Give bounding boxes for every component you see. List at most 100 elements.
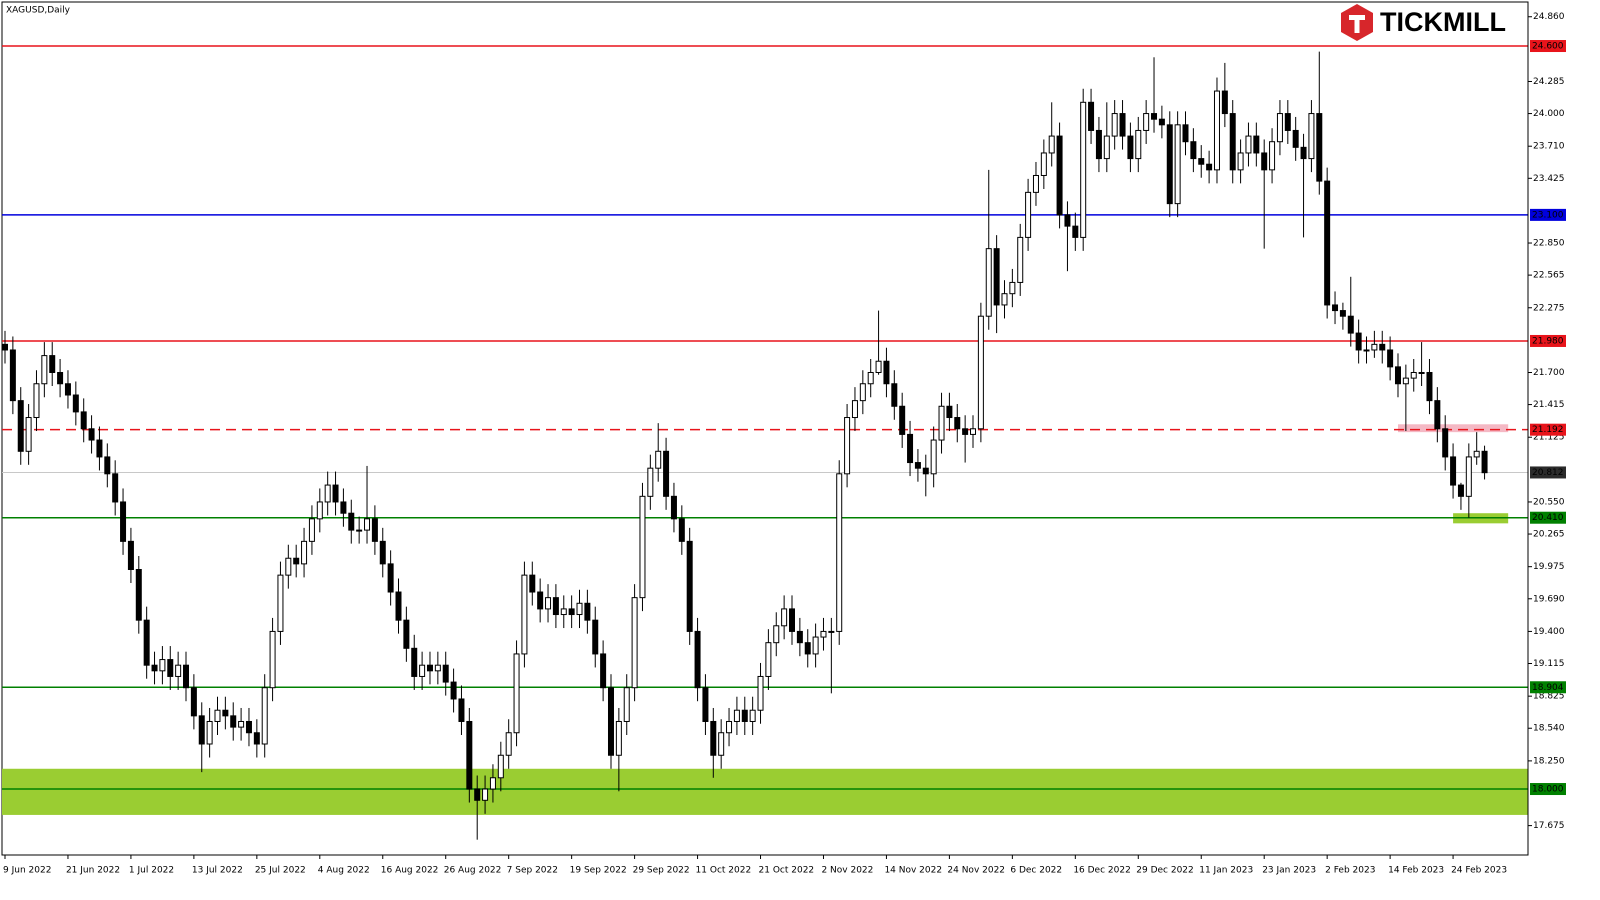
candle-body — [64, 383, 71, 396]
candle-body — [238, 720, 245, 728]
last-price-box — [1530, 466, 1566, 479]
candle-body — [222, 709, 229, 717]
candle-body — [1127, 135, 1134, 160]
candle-body — [41, 355, 48, 385]
candle-body — [80, 411, 87, 430]
candle-body — [930, 439, 937, 475]
candle-body — [529, 574, 536, 593]
y-tick-label: 18.825 — [1533, 692, 1565, 702]
candle-body — [1198, 158, 1205, 165]
x-tick-label: 7 Sep 2022 — [507, 866, 558, 876]
candle-body — [568, 608, 575, 616]
candle-body — [521, 574, 528, 655]
candle-body — [434, 664, 441, 672]
candle-body — [513, 653, 520, 734]
candle-body — [379, 540, 386, 565]
candle-body — [584, 602, 591, 621]
candle-body — [844, 417, 851, 475]
level-label: 21.192 — [1532, 425, 1564, 435]
candle-body — [1450, 456, 1457, 486]
candle-body — [1426, 371, 1433, 402]
candle-body — [1324, 180, 1331, 306]
candle-body — [57, 371, 64, 385]
candle-body — [670, 495, 677, 520]
x-tick-label: 25 Jul 2022 — [255, 866, 306, 876]
candle-body — [206, 720, 213, 745]
candle-body — [899, 405, 906, 435]
candle-body — [1316, 113, 1323, 182]
candle-body — [458, 698, 465, 722]
level-label-box — [1530, 511, 1566, 524]
candle-body — [1213, 90, 1220, 171]
y-tick-label: 21.700 — [1533, 368, 1565, 378]
candle-body — [1103, 135, 1110, 160]
level-label: 18.904 — [1532, 683, 1564, 693]
candle-body — [2, 343, 8, 351]
y-tick-label: 19.400 — [1533, 627, 1565, 637]
candle-body — [1190, 141, 1197, 160]
candle-body — [482, 788, 489, 801]
candle-body — [686, 540, 693, 632]
candle-body — [17, 400, 24, 452]
candle-body — [348, 512, 355, 531]
x-tick-label: 11 Jan 2023 — [1199, 866, 1253, 876]
candle-body — [340, 501, 347, 514]
candle-body — [253, 732, 260, 745]
candle-body — [946, 405, 953, 419]
x-tick-label: 21 Jun 2022 — [66, 866, 120, 876]
candle-body — [1151, 113, 1158, 120]
candle-body — [1269, 141, 1276, 171]
candle-body — [1088, 101, 1095, 131]
candle-body — [796, 630, 803, 644]
y-tick-label: 22.565 — [1533, 271, 1565, 281]
candle-body — [1174, 124, 1181, 205]
candles — [2, 51, 1488, 840]
candle-body — [9, 349, 16, 402]
candle-body — [1442, 428, 1449, 458]
candle-body — [1473, 450, 1480, 458]
y-tick-label: 19.115 — [1533, 659, 1565, 669]
y-tick-label: 24.860 — [1533, 12, 1565, 22]
candle-body — [851, 400, 858, 419]
candle-body — [1481, 450, 1488, 474]
logo-text: TICKMILL — [1380, 7, 1506, 37]
candle-body — [773, 625, 780, 644]
candle-body — [607, 687, 614, 756]
chart-title: XAGUSD,Daily — [6, 6, 71, 16]
x-tick-label: 24 Nov 2022 — [947, 866, 1005, 876]
candle-body — [552, 597, 559, 616]
candle-body — [33, 383, 40, 419]
candle-body — [190, 687, 197, 717]
x-tick-label: 16 Aug 2022 — [381, 866, 439, 876]
candle-body — [387, 563, 394, 593]
candle-body — [25, 417, 32, 452]
candle-body — [143, 619, 150, 666]
candle-body — [733, 709, 740, 722]
candle-body — [96, 439, 103, 458]
x-tick-label: 26 Aug 2022 — [444, 866, 502, 876]
level-label: 23.100 — [1532, 210, 1564, 220]
candle-body — [828, 630, 835, 633]
y-tick-label: 24.000 — [1533, 109, 1565, 119]
candle-body — [647, 467, 654, 497]
y-tick-label: 18.250 — [1533, 756, 1565, 766]
x-tick-label: 9 Jun 2022 — [3, 866, 51, 876]
y-tick-label: 23.710 — [1533, 142, 1565, 152]
level-label-box — [1530, 423, 1566, 436]
candle-body — [702, 687, 709, 722]
candle-body — [474, 788, 481, 801]
candle-body — [112, 473, 119, 503]
candle-body — [1308, 113, 1315, 160]
y-tick-label: 20.265 — [1533, 530, 1565, 540]
x-tick-label: 6 Dec 2022 — [1010, 866, 1062, 876]
y-tick-label: 18.540 — [1533, 724, 1565, 734]
x-tick-label: 14 Feb 2023 — [1388, 866, 1444, 876]
candle-body — [419, 664, 426, 677]
candle-body — [88, 428, 95, 441]
candle-body — [804, 642, 811, 655]
candle-body — [245, 720, 252, 734]
candle-body — [356, 529, 363, 532]
x-tick-label: 29 Sep 2022 — [633, 866, 690, 876]
level-label-box — [1530, 40, 1566, 53]
